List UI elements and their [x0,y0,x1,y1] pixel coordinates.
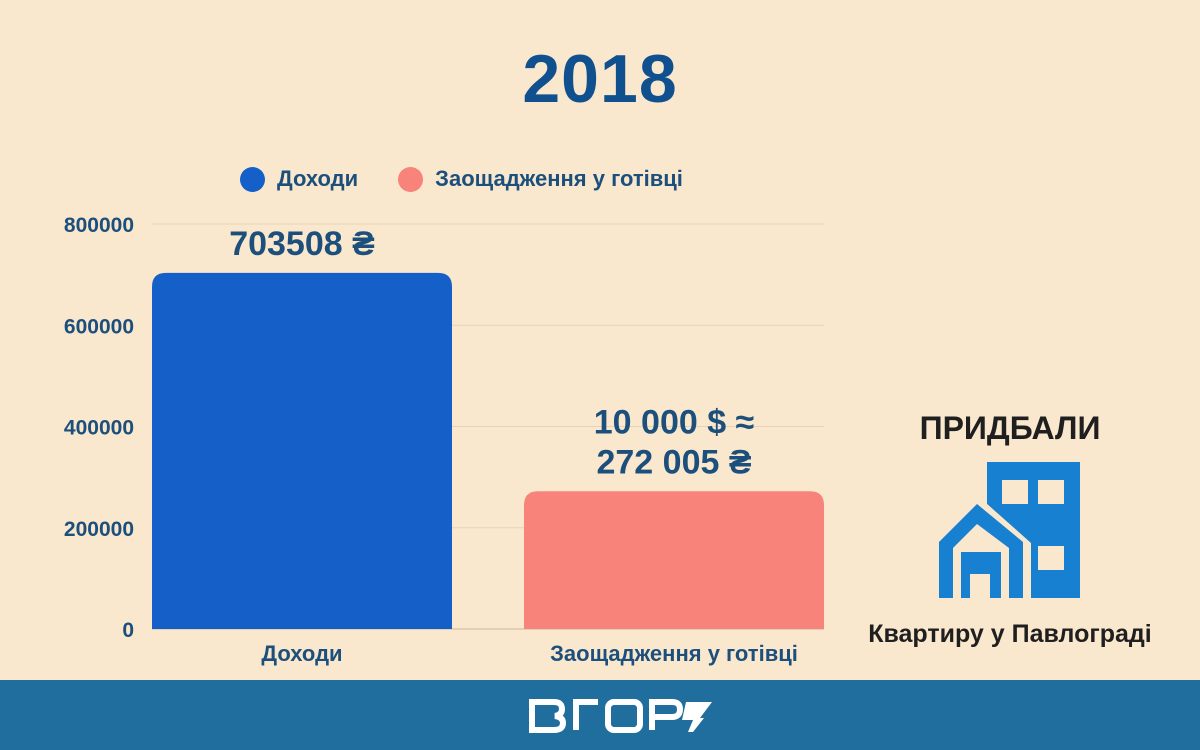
legend-label-income: Доходи [277,166,359,191]
page-title: 2018 [522,41,678,117]
x-tick-label: Доходи [261,641,342,666]
bar-chart: 0 200000 400000 600000 800000 703508 ₴ Доходи 1… [64,214,824,666]
bar-2 [524,491,824,629]
vhoru-logo [529,699,712,733]
bar-value-label: 10 000 $ ≈ [594,403,754,441]
legend-item-savings: Заощадження у готівці [398,166,683,192]
legend-label-savings: Заощадження у готівці [435,166,683,191]
bar-value-label: 703508 ₴ [229,225,375,263]
x-tick-label: Заощадження у готівці [550,641,798,666]
purchase-heading: ПРИДБАЛИ [919,410,1101,446]
legend-marker-savings [398,166,424,192]
bar-1 [152,272,452,629]
y-tick-label: 600000 [64,315,134,338]
y-tick-label: 0 [122,619,134,642]
legend-marker-income [240,166,265,192]
chart-legend: Доходи Заощадження у готівці [240,162,683,196]
y-tick-label: 200000 [64,518,134,541]
legend-item-income: Доходи [240,166,358,192]
apartment-building-icon [935,462,1080,600]
bar-value-label: 272 005 ₴ [596,443,751,481]
y-tick-label: 400000 [64,417,134,440]
purchase-caption: Квартиру у Павлограді [868,620,1152,648]
y-tick-label: 800000 [64,214,134,237]
footer-bar [0,680,1200,750]
